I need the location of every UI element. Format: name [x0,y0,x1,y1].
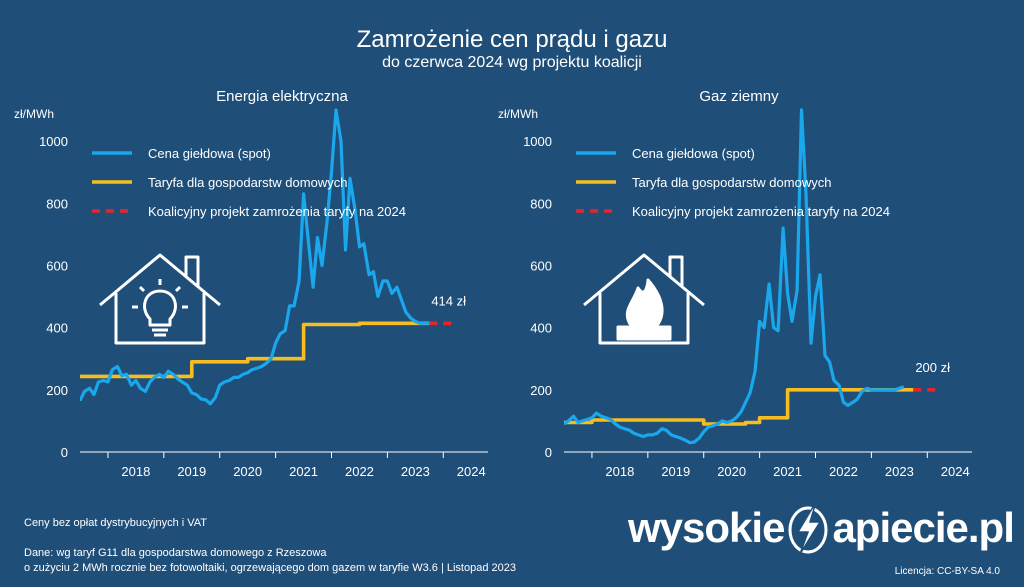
house-chimney [668,255,684,287]
x-tick-label: 2022 [345,464,374,479]
house-roof [583,253,705,307]
bulb-glass [143,289,177,327]
y-tick-label: 0 [545,445,552,460]
value-annotation: 200 zł [915,360,950,375]
y-tick-label: 1000 [39,134,68,149]
y-tick-label: 200 [46,383,68,398]
bulb-ray [138,285,146,293]
burner-grate [616,325,672,341]
flame-shape [625,278,664,326]
page-title: Zamrożenie cen prądu i gazu [356,26,668,53]
chart-title: Gaz ziemny [699,88,779,105]
y-tick-label: 600 [530,258,552,273]
legend-label-freeze: Koalicyjny projekt zamrożenia taryfy na … [632,204,890,219]
house-chimney [184,255,200,287]
house-walls [598,293,690,345]
x-tick-label: 2020 [717,464,746,479]
x-tick-label: 2022 [829,464,858,479]
footnote-method: o zużyciu 2 MWh rocznie bez fotowoltaiki… [24,562,516,574]
x-tick-label: 2024 [457,464,486,479]
y-tick-label: 1000 [523,134,552,149]
page-subtitle: do czerwca 2024 wg projektu koalicji [382,54,642,71]
y-tick-label: 800 [46,196,68,211]
x-tick-label: 2018 [605,464,634,479]
y-tick-label: 400 [46,321,68,336]
legend-label-spot: Cena giełdowa (spot) [148,146,271,161]
x-tick-label: 2023 [401,464,430,479]
tariff-line [80,321,430,379]
y-tick-label: 200 [530,383,552,398]
license-text: Licencja: CC-BY-SA 4.0 [894,566,1000,577]
house-lightbulb-icon [99,253,221,345]
chart-panel-2: Gaz ziemny zł/MWh 0 200 400 600 800 1000 2018 201… [498,88,972,479]
value-annotation: 414 zł [431,293,466,308]
x-tick-label: 2024 [941,464,970,479]
x-tick-label: 2023 [885,464,914,479]
spot-price-line [80,108,430,406]
y-axis-unit: zł/MWh [498,107,538,121]
brand-name-right: apiecie.pl [832,504,1014,551]
house-flame-icon [583,253,705,345]
brand-name-left: wysokie [628,504,785,551]
x-tick-label: 2020 [233,464,262,479]
x-tick-label: 2019 [661,464,690,479]
house-walls [114,293,206,345]
brand-logo: wysokie apiecie.pl [628,500,1015,556]
x-tick-label: 2019 [177,464,206,479]
y-tick-label: 400 [530,321,552,336]
legend-label-tariff: Taryfa dla gospodarstw domowych [148,175,347,190]
house-roof [99,253,221,307]
x-tick-label: 2021 [773,464,802,479]
x-tick-label: 2021 [289,464,318,479]
footnote-prices: Ceny bez opłat dystrybucyjnych i VAT [24,517,208,529]
y-tick-label: 0 [61,445,68,460]
y-tick-label: 600 [46,258,68,273]
chart-title: Energia elektryczna [216,88,348,105]
bulb-ray [174,285,182,293]
tariff-line [564,387,914,426]
legend-label-spot: Cena giełdowa (spot) [632,146,755,161]
x-tick-label: 2018 [121,464,150,479]
y-tick-label: 800 [530,196,552,211]
legend-label-tariff: Taryfa dla gospodarstw domowych [632,175,831,190]
legend-label-freeze: Koalicyjny projekt zamrożenia taryfy na … [148,204,406,219]
footnote-source: Dane: wg taryf G11 dla gospodarstwa domo… [24,547,327,559]
spot-price-line [564,108,905,445]
lightning-bolt-icon [788,501,828,555]
y-axis-unit: zł/MWh [14,107,54,121]
chart-panel-1: Energia elektryczna zł/MWh 0 200 400 600 800 10… [14,88,488,479]
